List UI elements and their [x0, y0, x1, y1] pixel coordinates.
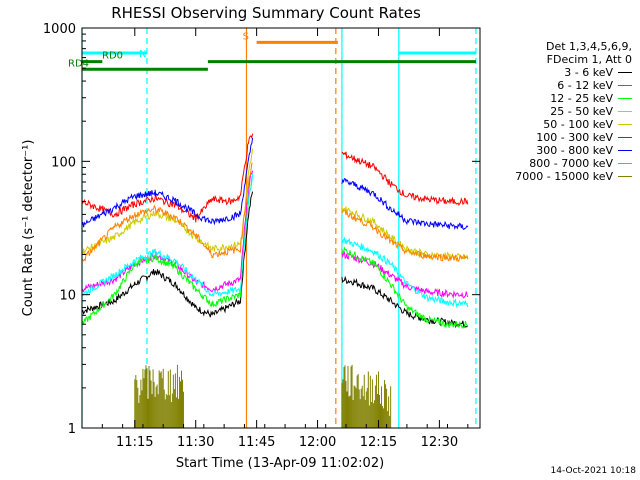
legend-entry-1: 6 - 12 keV: [462, 79, 632, 92]
legend-header-line-1: Det 1,3,4,5,6,9,: [545, 40, 632, 53]
legend-label: 7000 - 15000 keV: [515, 170, 613, 183]
y-axis-label: Count Rate (s⁻¹ detector⁻¹): [21, 140, 36, 317]
series-line-1-seg2: [341, 250, 469, 299]
legend-entry-4: 50 - 100 keV: [462, 118, 632, 131]
legend-label: 50 - 100 keV: [543, 118, 613, 131]
x-tick-label-0: 11:15: [116, 435, 153, 450]
legend: Det 1,3,4,5,6,9, FDecim 1, Att 0 3 - 6 k…: [462, 40, 632, 183]
series-4: [81, 148, 469, 261]
state-label-s: S: [243, 31, 249, 42]
series-1: [81, 170, 469, 299]
legend-entry-3: 25 - 50 keV: [462, 105, 632, 118]
legend-swatch: [618, 111, 632, 112]
series-line-6-seg2: [341, 178, 469, 231]
legend-swatch: [618, 137, 632, 138]
y-tick-label-0: 1: [68, 422, 76, 437]
series-line-2-seg2: [341, 246, 469, 330]
legend-entry-7: 800 - 7000 keV: [462, 157, 632, 170]
series-line-0-seg1: [81, 191, 254, 318]
legend-entry-0: 3 - 6 keV: [462, 66, 632, 79]
series-5: [81, 133, 469, 223]
legend-swatch: [618, 176, 632, 177]
legend-label: 300 - 800 keV: [536, 144, 613, 157]
x-tick-label-4: 12:15: [360, 435, 397, 450]
series-line-2-seg1: [81, 175, 253, 325]
x-tick-label-3: 12:00: [299, 435, 336, 450]
plot-frame: [81, 27, 481, 429]
series-3: [81, 173, 469, 309]
legend-label: 3 - 6 keV: [564, 66, 613, 79]
y-tick-label-3: 1000: [43, 22, 76, 37]
series-line-5-seg1: [81, 133, 254, 223]
legend-swatch: [618, 85, 632, 86]
series-line-3-seg2: [341, 236, 469, 309]
series-8: [134, 364, 392, 428]
chart-title: RHESSI Observing Summary Count Rates: [111, 4, 421, 22]
x-axis-label: Start Time (13-Apr-09 11:02:02): [176, 456, 384, 471]
legend-swatch: [618, 163, 632, 164]
y-tick-label-2: 100: [51, 155, 76, 170]
plot-area: N RD0 RD4 S: [68, 28, 477, 428]
legend-swatch: [618, 124, 632, 125]
legend-swatch: [618, 72, 632, 73]
legend-label: 12 - 25 keV: [550, 92, 613, 105]
x-tick-label-2: 11:45: [238, 435, 275, 450]
legend-label: 800 - 7000 keV: [529, 157, 613, 170]
x-tick-label-5: 12:30: [421, 435, 458, 450]
series-line-3-seg1: [81, 173, 254, 298]
series-line-5-seg2: [341, 151, 469, 206]
series-line-6-seg1: [81, 137, 254, 228]
y-tick-label-1: 10: [59, 289, 76, 304]
legend-swatch: [618, 98, 632, 99]
series-line-7-seg1: [81, 162, 253, 262]
series-6: [81, 137, 469, 231]
legend-label: 25 - 50 keV: [550, 105, 613, 118]
legend-entry-6: 300 - 800 keV: [462, 144, 632, 157]
legend-label: 100 - 300 keV: [536, 131, 613, 144]
series-line-4-seg1: [81, 148, 254, 256]
legend-entry-5: 100 - 300 keV: [462, 131, 632, 144]
axes: 11:15 11:30 11:45 12:00 12:15 12:30 1 10 100 1000: [43, 22, 480, 450]
legend-entry-2: 12 - 25 keV: [462, 92, 632, 105]
date-stamp: 14-Oct-2021 10:18: [550, 466, 636, 476]
legend-swatch: [618, 150, 632, 151]
x-tick-label-1: 11:30: [177, 435, 214, 450]
series-line-7-seg2: [341, 209, 469, 263]
series-7: [81, 162, 469, 263]
legend-entry-8: 7000 - 15000 keV: [462, 170, 632, 183]
legend-header-line-2: FDecim 1, Att 0: [546, 53, 632, 66]
legend-label: 6 - 12 keV: [557, 79, 613, 92]
state-label-rd4: RD4: [68, 58, 89, 69]
state-label-rd0: RD0: [102, 51, 123, 62]
state-label-n: N: [139, 49, 146, 60]
series-line-4-seg2: [341, 205, 469, 261]
series-2: [81, 175, 469, 330]
